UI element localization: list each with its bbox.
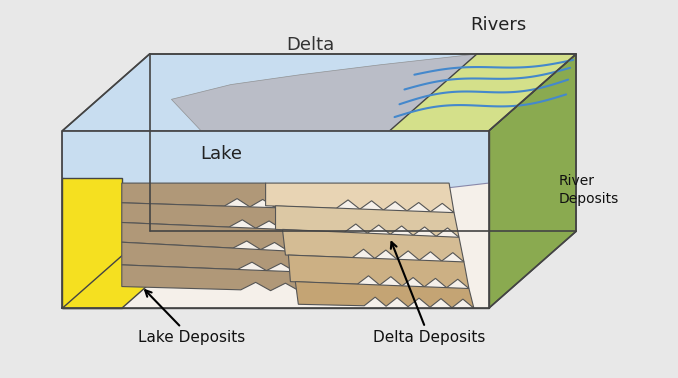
Polygon shape: [122, 183, 275, 208]
Polygon shape: [122, 242, 296, 272]
Polygon shape: [489, 54, 576, 308]
Text: Lake Deposits: Lake Deposits: [138, 290, 245, 345]
Polygon shape: [62, 231, 209, 308]
Polygon shape: [390, 54, 576, 131]
Text: Delta: Delta: [286, 36, 334, 54]
Polygon shape: [62, 54, 576, 131]
Text: Delta Deposits: Delta Deposits: [373, 242, 485, 345]
Text: Lake: Lake: [200, 144, 242, 163]
Polygon shape: [122, 203, 283, 229]
Polygon shape: [296, 282, 474, 308]
Polygon shape: [172, 54, 477, 131]
Polygon shape: [283, 229, 464, 262]
Polygon shape: [275, 206, 459, 237]
Polygon shape: [62, 178, 122, 308]
Polygon shape: [122, 223, 288, 251]
Text: Rivers: Rivers: [471, 16, 527, 34]
Polygon shape: [122, 265, 300, 291]
Polygon shape: [62, 131, 489, 198]
Polygon shape: [62, 131, 489, 308]
Text: River
Deposits: River Deposits: [558, 174, 618, 206]
Polygon shape: [266, 183, 454, 213]
Polygon shape: [288, 255, 469, 288]
